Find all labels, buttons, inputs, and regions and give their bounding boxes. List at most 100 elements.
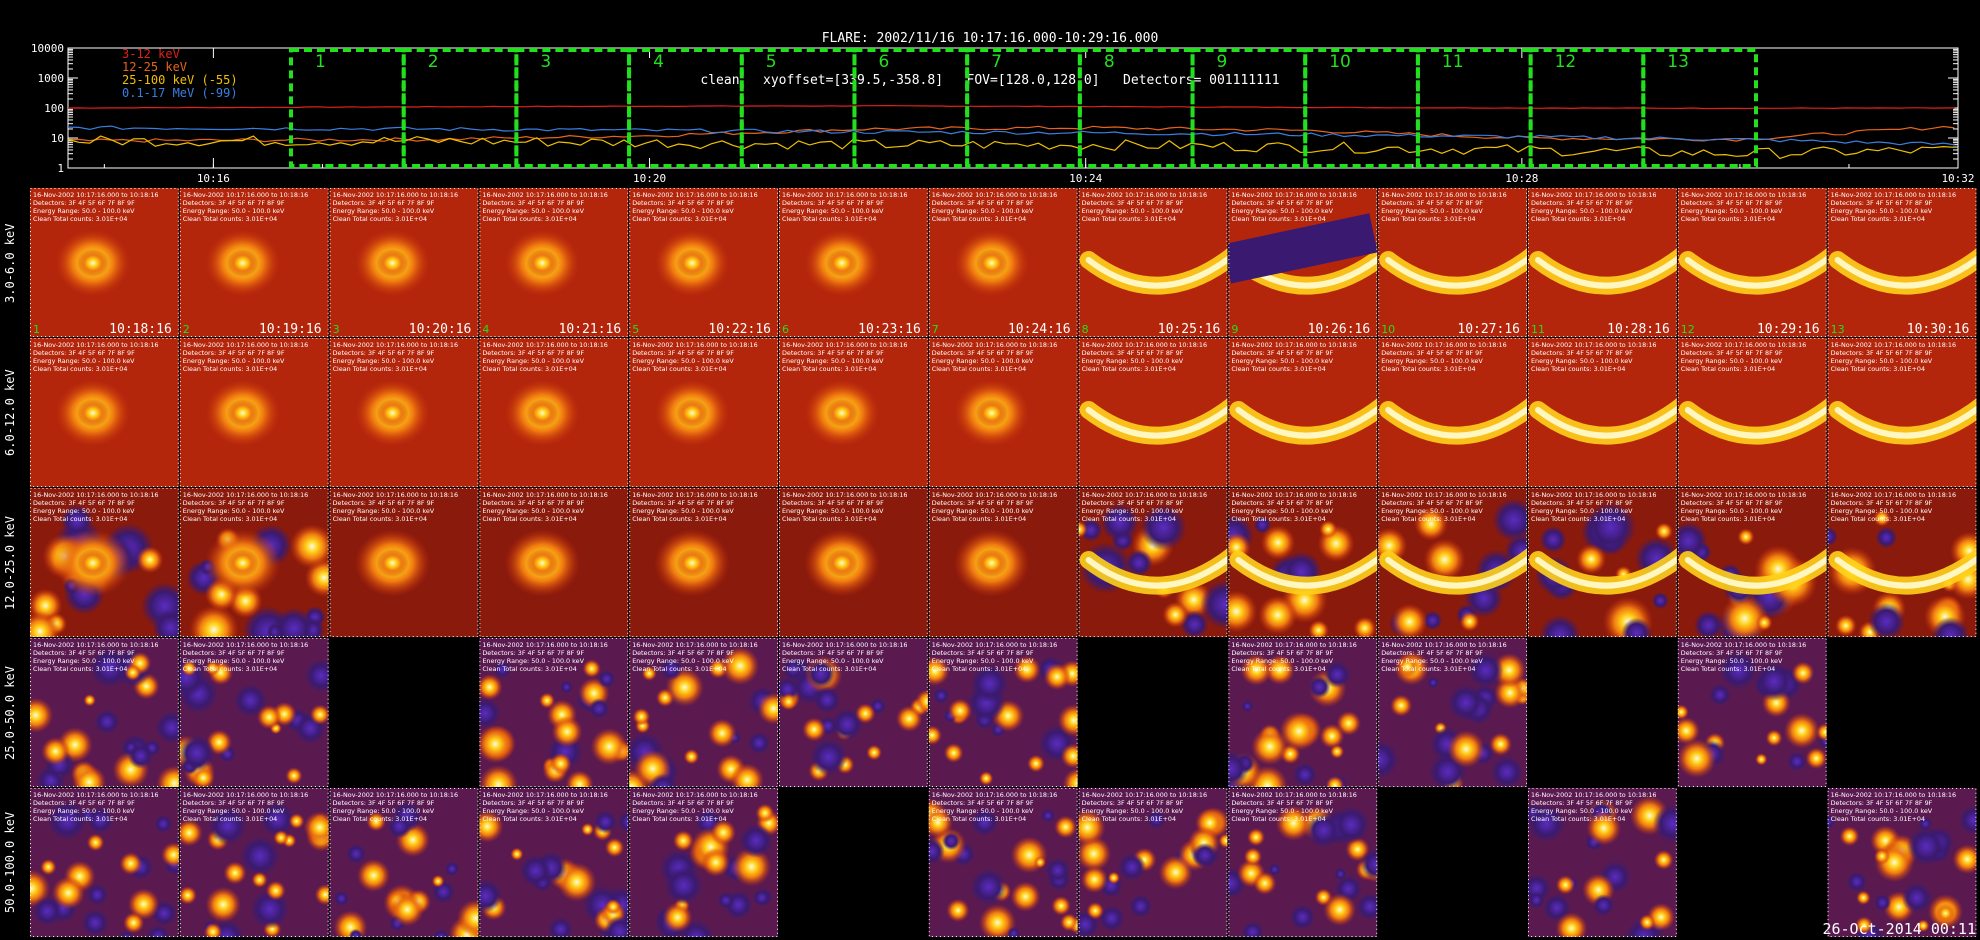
noise-patch bbox=[1192, 842, 1218, 868]
cell-info-line: Clean Total counts: 3.01E+04 bbox=[33, 665, 127, 673]
image-cell: 16-Nov-2002 10:17:16.000 to 10:18:16Dete… bbox=[1827, 488, 1977, 637]
noise-patch bbox=[86, 883, 109, 906]
interval-box bbox=[1303, 48, 1420, 168]
noise-patch bbox=[565, 770, 594, 787]
noise-patch bbox=[1128, 894, 1153, 919]
noise-patch bbox=[928, 725, 942, 746]
row-label: 12.0-25.0 keV bbox=[3, 515, 17, 610]
noise-patch bbox=[1329, 744, 1345, 759]
noise-patch bbox=[928, 656, 950, 686]
cell-info-line: Energy Range: 50.0 - 100.0 keV bbox=[1082, 507, 1184, 515]
noise-patch bbox=[309, 704, 329, 725]
cell-info-line: Energy Range: 50.0 - 100.0 keV bbox=[1831, 357, 1933, 365]
image-cell: 16-Nov-2002 10:17:16.000 to 10:18:16Dete… bbox=[928, 188, 1078, 337]
cell-info-line: Energy Range: 50.0 - 100.0 keV bbox=[333, 807, 435, 815]
image-cell: 16-Nov-2002 10:17:16.000 to 10:18:16Dete… bbox=[1228, 638, 1378, 787]
noise-patch bbox=[1098, 905, 1125, 932]
cell-info-line: 16-Nov-2002 10:17:16.000 to 10:18:16 bbox=[1531, 491, 1656, 499]
noise-patch bbox=[1378, 740, 1399, 780]
emission-patch bbox=[289, 523, 329, 570]
noise-patch bbox=[444, 861, 460, 877]
interval-label: 4 bbox=[653, 52, 664, 72]
image-cell: 16-Nov-2002 10:17:16.000 to 10:18:16Dete… bbox=[30, 338, 179, 487]
interval-box bbox=[627, 48, 744, 168]
noise-patch bbox=[1243, 847, 1263, 866]
cell-info-line: Clean Total counts: 3.01E+04 bbox=[932, 215, 1026, 223]
cell-index-label: 2 bbox=[183, 323, 190, 336]
cell-info-line: Energy Range: 50.0 - 100.0 keV bbox=[1831, 807, 1933, 815]
cell-info-line: Energy Range: 50.0 - 100.0 keV bbox=[1231, 357, 1333, 365]
noise-patch bbox=[51, 876, 85, 910]
plot-header: FLARE: 2002/11/16 10:17:16.000-10:29:16.… bbox=[0, 4, 1980, 102]
loop-core bbox=[1834, 405, 1977, 439]
noise-patch bbox=[346, 843, 367, 865]
noise-patch bbox=[1586, 810, 1622, 846]
noise-patch bbox=[1080, 865, 1109, 894]
cell-index-label: 12 bbox=[1681, 323, 1695, 336]
cell-info-line: Clean Total counts: 3.01E+04 bbox=[333, 515, 427, 523]
cell-info-line: 16-Nov-2002 10:17:16.000 to 10:18:16 bbox=[1681, 341, 1806, 349]
cell-info-line: 16-Nov-2002 10:17:16.000 to 10:18:16 bbox=[1681, 191, 1806, 199]
cell-info-line: Energy Range: 50.0 - 100.0 keV bbox=[632, 207, 734, 215]
noise-patch bbox=[1158, 855, 1193, 890]
noise-patch bbox=[1027, 754, 1045, 773]
emission-patch bbox=[1827, 527, 1838, 547]
cell-info-line: Energy Range: 50.0 - 100.0 keV bbox=[632, 657, 734, 665]
noise-patch bbox=[390, 892, 424, 927]
cell-info-line: 16-Nov-2002 10:17:16.000 to 10:18:16 bbox=[482, 791, 607, 799]
cell-info-line: 16-Nov-2002 10:17:16.000 to 10:18:16 bbox=[782, 491, 907, 499]
source-core bbox=[825, 399, 858, 427]
x-tick-label: 10:20 bbox=[633, 172, 666, 185]
noise-patch bbox=[80, 808, 96, 824]
cell-info-line: Clean Total counts: 3.01E+04 bbox=[632, 815, 726, 823]
cell-info-line: Clean Total counts: 3.01E+04 bbox=[1681, 515, 1775, 523]
cell-info-line: 16-Nov-2002 10:17:16.000 to 10:18:16 bbox=[482, 191, 607, 199]
cell-info-line: 16-Nov-2002 10:17:16.000 to 10:18:16 bbox=[932, 491, 1057, 499]
cell-info-line: Detectors: 3F 4F 5F 6F 7F 8F 9F bbox=[1831, 499, 1933, 507]
noise-patch bbox=[1447, 730, 1485, 768]
loop-core bbox=[1085, 555, 1228, 589]
cell-index-label: 6 bbox=[782, 323, 789, 336]
cell-index-label: 10 bbox=[1381, 323, 1395, 336]
image-cell: 16-Nov-2002 10:17:16.000 to 10:18:16Dete… bbox=[179, 488, 329, 637]
noise-patch bbox=[632, 707, 651, 726]
image-cell: 16-Nov-2002 10:17:16.000 to 10:18:16Dete… bbox=[1378, 338, 1527, 487]
cell-info-line: 16-Nov-2002 10:17:16.000 to 10:18:16 bbox=[1381, 491, 1506, 499]
source-core bbox=[825, 249, 858, 277]
noise-patch bbox=[946, 898, 970, 923]
image-cell: 16-Nov-2002 10:17:16.000 to 10:18:16Dete… bbox=[1827, 338, 1977, 487]
y-tick-label: 10 bbox=[51, 132, 64, 145]
creation-timestamp: 26-Oct-2014 00:11 bbox=[1822, 920, 1976, 938]
noise-patch bbox=[717, 891, 735, 909]
cell-info-line: 16-Nov-2002 10:17:16.000 to 10:18:16 bbox=[333, 791, 458, 799]
cell-info-line: Detectors: 3F 4F 5F 6F 7F 8F 9F bbox=[1082, 799, 1184, 807]
source-core bbox=[975, 399, 1008, 427]
noise-patch bbox=[970, 808, 999, 837]
cell-info-line: 16-Nov-2002 10:17:16.000 to 10:18:16 bbox=[33, 341, 158, 349]
row-label: 3.0-6.0 keV bbox=[3, 223, 17, 303]
cell-info-line: Clean Total counts: 3.01E+04 bbox=[1831, 365, 1925, 373]
source-core bbox=[226, 549, 259, 577]
cell-info-line: Clean Total counts: 3.01E+04 bbox=[333, 215, 427, 223]
image-cell: 16-Nov-2002 10:17:16.000 to 10:18:16Dete… bbox=[329, 488, 479, 637]
noise-patch bbox=[1846, 871, 1868, 893]
flare-title: FLARE: 2002/11/16 10:17:16.000-10:29:16.… bbox=[821, 31, 1159, 46]
noise-patch bbox=[191, 766, 215, 787]
emission-patch bbox=[1621, 617, 1652, 637]
noise-patch bbox=[1013, 655, 1041, 684]
cell-info-line: Clean Total counts: 3.01E+04 bbox=[1831, 515, 1925, 523]
image-cell: 16-Nov-2002 10:17:16.000 to 10:18:16Dete… bbox=[629, 488, 779, 637]
noise-patch bbox=[1332, 806, 1370, 844]
noise-patch bbox=[1906, 826, 1947, 867]
cell-info-line: Energy Range: 50.0 - 100.0 keV bbox=[333, 207, 435, 215]
image-cell: 16-Nov-2002 10:17:16.000 to 10:18:16Dete… bbox=[1528, 788, 1677, 937]
noise-patch bbox=[179, 735, 216, 772]
emission-patch bbox=[273, 607, 315, 637]
cell-info-line: 16-Nov-2002 10:17:16.000 to 10:18:16 bbox=[932, 341, 1057, 349]
image-cell: 16-Nov-2002 10:17:16.000 to 10:18:16Dete… bbox=[329, 188, 479, 337]
noise-patch bbox=[1918, 816, 1933, 831]
cell-info-line: Detectors: 3F 4F 5F 6F 7F 8F 9F bbox=[1831, 199, 1933, 207]
noise-patch bbox=[947, 698, 973, 723]
image-parameters: clean xyoffset=[339.5,-358.8] FOV=[128.0… bbox=[700, 73, 1280, 88]
emission-patch bbox=[1867, 602, 1906, 637]
